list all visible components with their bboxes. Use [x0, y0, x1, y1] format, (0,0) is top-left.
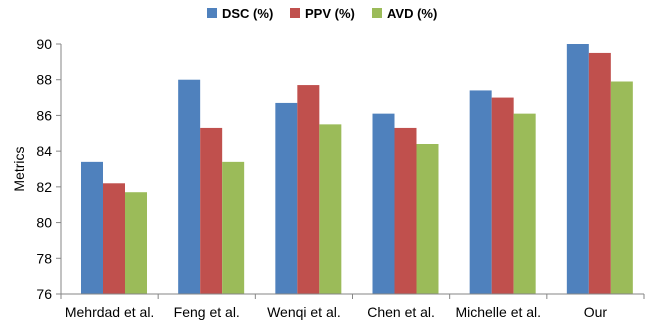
- bar-1-2: [178, 79, 201, 294]
- x-axis-ticks: Mehrdad et al. Feng et al. Wenqi et al. Che…: [60, 294, 645, 320]
- x-tick-label: Feng et al.: [174, 304, 240, 320]
- bar-1-1: [81, 161, 103, 294]
- y-tick-label: 86: [36, 107, 52, 123]
- legend-label-1: DSC (%): [222, 6, 273, 21]
- y-tick-label: 84: [36, 143, 52, 159]
- x-tick-label: Wenqi et al.: [267, 304, 341, 320]
- bar-3-2: [222, 161, 245, 294]
- legend-swatch-1: [207, 8, 217, 18]
- y-tick-label: 88: [36, 72, 52, 88]
- axes: [60, 44, 644, 295]
- legend-swatch-2: [290, 8, 300, 18]
- bar-1-4: [372, 113, 395, 295]
- y-tick-label: 82: [36, 179, 52, 195]
- y-tick-label: 76: [36, 286, 52, 302]
- bar-3-4: [416, 144, 439, 294]
- legend-swatch-3: [372, 8, 382, 18]
- bar-2-2: [200, 127, 223, 294]
- bar-3-6: [610, 81, 633, 294]
- bar-2-5: [491, 97, 514, 294]
- y-tick-label: 80: [36, 215, 52, 231]
- y-tick-label: 90: [36, 36, 52, 52]
- bar-1-5: [469, 90, 492, 294]
- legend-label-2: PPV (%): [305, 6, 355, 21]
- legend-label-3: AVD (%): [387, 6, 437, 21]
- bars: [81, 44, 633, 295]
- x-tick-label: Our: [584, 304, 608, 320]
- bar-2-1: [103, 183, 125, 294]
- bar-3-3: [319, 124, 342, 294]
- y-axis-title: Metrics: [11, 146, 27, 191]
- x-tick-label: Michelle et al.: [455, 304, 541, 320]
- x-tick-label: Chen et al.: [367, 304, 435, 320]
- bar-1-6: [566, 44, 589, 294]
- bar-1-3: [275, 102, 298, 294]
- x-tick-label: Mehrdad et al.: [65, 304, 155, 320]
- y-tick-label: 78: [36, 250, 52, 266]
- bar-3-5: [513, 113, 536, 295]
- legend: DSC (%) PPV (%) AVD (%): [207, 6, 437, 21]
- bar-2-3: [297, 85, 320, 294]
- bar-2-6: [588, 52, 611, 294]
- bar-3-1: [125, 192, 147, 294]
- y-axis-ticks: 76 78 80 82 84 86 88 90: [36, 36, 61, 302]
- bar-2-4: [394, 127, 417, 294]
